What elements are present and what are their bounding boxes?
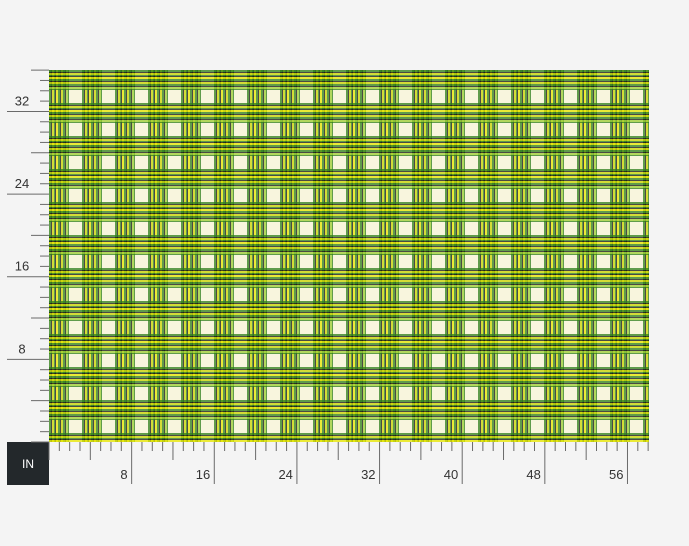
y-ruler-label: 24 <box>15 176 29 191</box>
x-ruler-label: 48 <box>526 467 540 482</box>
y-ruler-label: 32 <box>15 93 29 108</box>
x-ruler-label: 24 <box>278 467 292 482</box>
fabric-weft <box>49 70 649 442</box>
unit-box <box>7 442 49 485</box>
x-ruler-label: 32 <box>361 467 375 482</box>
x-ruler-label: 16 <box>196 467 210 482</box>
x-ruler-label: 40 <box>444 467 458 482</box>
unit-label: IN <box>22 457 34 471</box>
y-ruler-label: 8 <box>18 341 25 356</box>
y-ruler-label: 16 <box>15 259 29 274</box>
x-ruler-label: 56 <box>609 467 623 482</box>
rulers: 8 16 24 32 40 48 56 8 16 24 32 <box>7 69 649 484</box>
x-ruler-label: 8 <box>120 467 127 482</box>
